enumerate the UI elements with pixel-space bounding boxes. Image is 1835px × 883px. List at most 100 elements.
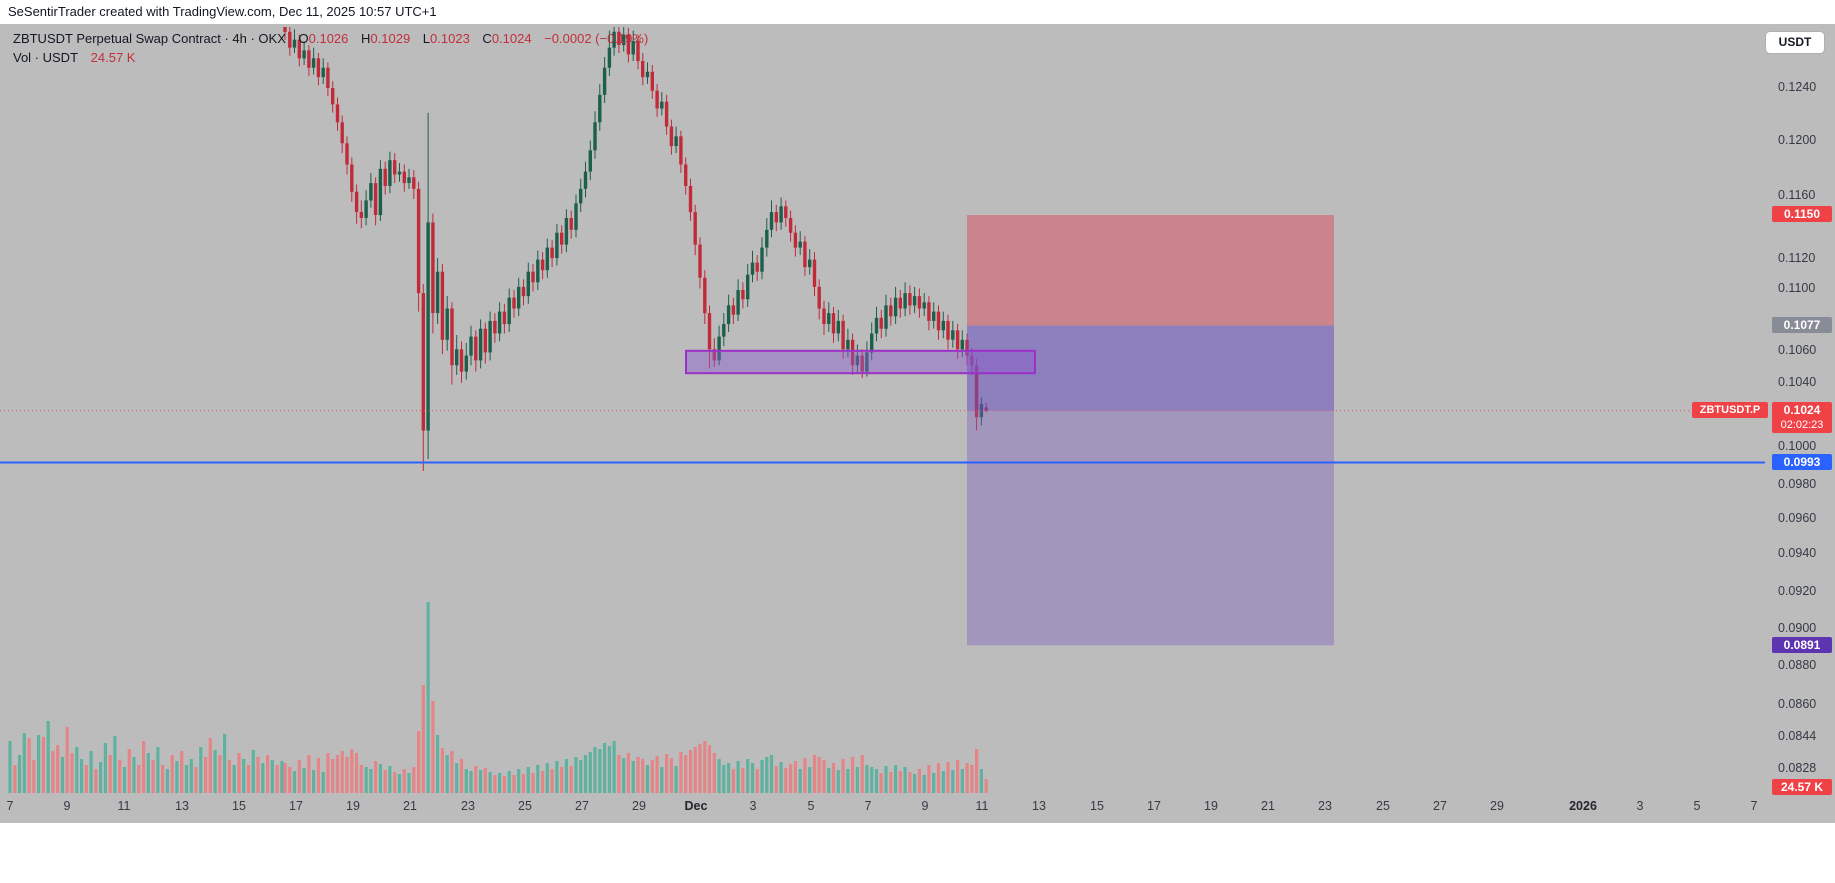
symbol-title[interactable]: ZBTUSDT Perpetual Swap Contract · 4h · O… (13, 31, 286, 46)
candle-body (960, 339, 964, 350)
volume-bar (208, 738, 212, 793)
candle-body (803, 241, 807, 268)
volume-bar (180, 751, 184, 793)
volume-bar (493, 775, 497, 793)
volume-bar (218, 755, 222, 793)
volume-bar (483, 768, 487, 793)
candle-body (364, 200, 368, 218)
volume-bar (917, 769, 921, 793)
volume-bar (51, 751, 55, 793)
volume-bar (397, 774, 402, 793)
volume-bar (474, 766, 478, 793)
price-tick-label: 0.1100 (1778, 281, 1816, 295)
short-position-tool[interactable] (967, 215, 1334, 646)
candle-body (912, 296, 917, 306)
volume-bar (146, 753, 150, 793)
volume-bar (283, 763, 287, 793)
volume-bar (808, 767, 812, 793)
time-tick-label: 19 (1204, 799, 1218, 813)
volume-bar (617, 755, 621, 793)
candle-body (602, 67, 607, 95)
candle-body (631, 41, 635, 55)
candle-body (703, 277, 707, 314)
supply-zone-box[interactable] (685, 349, 1036, 375)
volume-bar (936, 763, 941, 793)
volume-bar (798, 769, 802, 793)
volume-bar (94, 769, 98, 793)
candle-body (331, 88, 335, 105)
candle-body (755, 262, 759, 272)
time-tick-label: 29 (1490, 799, 1504, 813)
volume-bar (242, 759, 246, 793)
volume-bar (927, 765, 931, 793)
candle-body (688, 186, 693, 213)
volume-bar (32, 760, 36, 793)
candle-body (664, 101, 669, 127)
volume-bar (913, 774, 917, 793)
candle-body (717, 336, 721, 361)
volume-bar (870, 767, 874, 793)
volume-bar (636, 757, 640, 793)
candle-body (373, 183, 378, 215)
candle-body (736, 290, 740, 315)
volume-bar (760, 760, 764, 793)
time-tick-label: 5 (807, 799, 815, 813)
currency-toggle-button[interactable]: USDT (1766, 32, 1824, 53)
candle-body (645, 71, 650, 78)
volume-bar (402, 769, 406, 793)
time-tick-label: 9 (921, 799, 929, 813)
candle-body (459, 349, 464, 372)
volume-bar (583, 755, 588, 793)
volume-bar (412, 767, 416, 793)
price-tag-ticker: ZBTUSDT.P (1692, 402, 1768, 418)
volume-bar (769, 755, 774, 793)
candle-body (726, 305, 731, 325)
candle-body (292, 39, 297, 48)
candle-body (521, 286, 526, 297)
attribution-bar: SeSentirTrader created with TradingView.… (0, 0, 1835, 24)
volume-bar (99, 762, 103, 793)
volume-bar (292, 771, 297, 793)
volume-bar (841, 759, 845, 793)
volume-bar (75, 747, 79, 793)
candle-body (483, 328, 487, 353)
bottom-strip: TradingView (0, 823, 1835, 883)
volume-bar (256, 757, 260, 793)
volume-bar (531, 773, 535, 793)
candle-body (808, 259, 812, 268)
candle-body (836, 320, 840, 334)
volume-bar (108, 755, 112, 793)
volume-bar (440, 748, 444, 793)
volume-bar (37, 735, 41, 793)
volume-bar (831, 763, 836, 793)
candle-body (359, 212, 363, 218)
time-tick-label: 13 (1032, 799, 1046, 813)
volume-bar (593, 747, 597, 793)
time-tick-label: 5 (1693, 799, 1701, 813)
volume-bar (297, 760, 301, 793)
price-tick-label: 0.0828 (1778, 761, 1817, 775)
volume-bar (469, 771, 473, 793)
candle-body (526, 271, 530, 297)
candle-body (397, 171, 402, 175)
volume-bar (746, 759, 750, 793)
volume-bar (232, 765, 236, 793)
candle-body (917, 296, 922, 309)
profit-zone-lower (967, 410, 1334, 646)
volume-bar (665, 754, 669, 793)
volume-bar (65, 727, 69, 793)
volume-bar (175, 761, 179, 793)
candle-body (655, 90, 659, 109)
volume-label[interactable]: Vol · USDT (13, 50, 79, 65)
time-tick-label: 3 (749, 799, 757, 813)
candle-body (416, 188, 421, 294)
time-tick-label: 15 (232, 799, 246, 813)
volume-bar (626, 753, 630, 793)
candle-body (827, 313, 831, 324)
volume-bar (951, 770, 955, 793)
price-tick-label: 0.0900 (1778, 621, 1817, 635)
candle-body (884, 305, 888, 329)
volume-bar (817, 757, 821, 793)
volume-bar (266, 755, 270, 793)
